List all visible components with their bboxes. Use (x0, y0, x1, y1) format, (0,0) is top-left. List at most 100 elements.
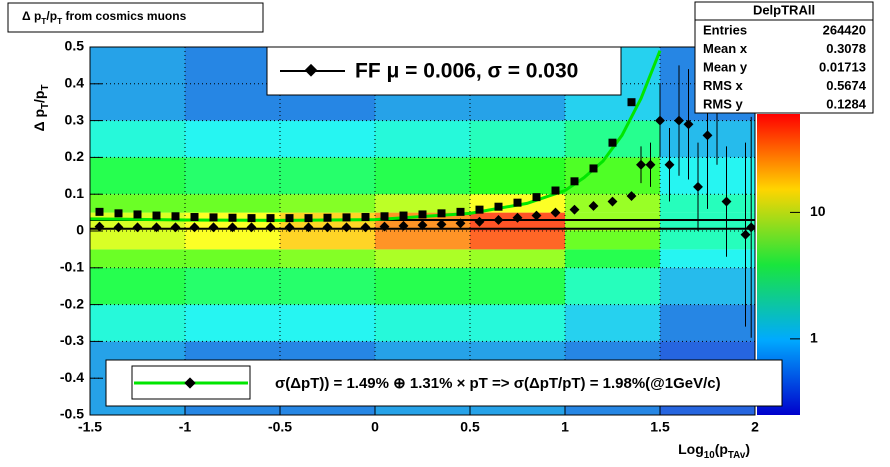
diamond-point (265, 222, 276, 233)
diamond-point (151, 222, 162, 233)
y-tick-label: 0.3 (65, 111, 85, 127)
heat-cell (470, 267, 565, 305)
heat-cell (660, 249, 755, 268)
heat-cell (375, 194, 470, 213)
heat-cell (375, 267, 470, 305)
heat-cell (375, 157, 470, 195)
stats-value: 0.01713 (819, 59, 866, 74)
square-point (304, 214, 313, 223)
x-axis-label: Log10(pTAv) (678, 441, 750, 461)
legend-box (266, 46, 622, 96)
heat-cell (375, 231, 470, 250)
heat-cell (90, 157, 185, 195)
subscript: T (41, 16, 47, 26)
heat-cell (185, 194, 280, 213)
diamond-point (379, 221, 390, 232)
diamond-point (674, 115, 684, 126)
legend-marker (304, 63, 318, 77)
square-point (589, 164, 598, 173)
heat-cell (375, 120, 470, 158)
heat-cell (90, 120, 185, 158)
y-tick-label: -0.2 (60, 295, 84, 311)
x-tick-label: 2 (751, 419, 759, 435)
heat-cell (280, 120, 375, 158)
heat-cell (90, 267, 185, 305)
square-point (456, 207, 465, 216)
diamond-point (569, 204, 580, 215)
square-point (342, 213, 351, 222)
heat-cell (90, 304, 185, 342)
diamond-point (474, 216, 485, 227)
square-point (190, 213, 199, 222)
heat-cell (280, 231, 375, 250)
heat-cell (565, 212, 660, 231)
heat-cell (375, 304, 470, 342)
heat-cell (280, 304, 375, 342)
diamond-point (664, 159, 675, 170)
stats-label: Mean x (703, 41, 748, 56)
diamond-point (417, 220, 428, 231)
diamond-point (693, 181, 703, 192)
square-point (285, 214, 294, 223)
text-part: /p (46, 9, 57, 23)
square-point (114, 209, 123, 218)
square-point (247, 214, 256, 223)
stats-value: 0.5674 (826, 78, 867, 93)
square-point (323, 213, 332, 222)
fit-curve (90, 50, 662, 222)
square-point (380, 212, 389, 221)
diamond-point (284, 222, 295, 233)
stats-box: DelpTRAll Entries 264420 Mean x 0.3078 Mean y… (694, 1, 874, 114)
heat-cell (565, 267, 660, 305)
stats-value: 0.3078 (826, 41, 866, 56)
stats-label: Entries (703, 22, 747, 37)
diamond-point (322, 222, 333, 233)
subscript: TAv (728, 450, 746, 461)
diamond-point (740, 229, 751, 240)
diamond-point (246, 222, 257, 233)
stats-value: 264420 (823, 22, 866, 37)
diamond-point (436, 219, 447, 230)
square-point (475, 205, 484, 214)
x-tick-label: -1.5 (78, 419, 102, 435)
diamond-point (607, 196, 618, 207)
diamond-point (341, 222, 352, 233)
diamond-point (588, 201, 599, 211)
heat-cell (185, 212, 280, 231)
diamond-point (512, 212, 523, 223)
heat-cell (185, 47, 280, 121)
y-axis-label: Δ pT/pT (31, 85, 51, 132)
y-tick-label: 0.1 (65, 185, 85, 201)
diamond-point (227, 222, 238, 233)
y-tick-label: 0.5 (65, 38, 85, 54)
text-part: ) (745, 441, 750, 457)
y-tick-label: -0.3 (60, 332, 84, 348)
diamond-point (94, 221, 105, 232)
diamond-point (645, 159, 656, 170)
x-tick-label: 1 (561, 419, 569, 435)
heat-cell (90, 249, 185, 268)
diamond-point (208, 222, 219, 233)
diamond-point (702, 130, 713, 141)
heat-cell (185, 120, 280, 158)
square-point (209, 213, 218, 222)
y-tick-label: -0.1 (60, 259, 84, 275)
heat-cell (660, 212, 755, 231)
y-tick-label: 0.2 (65, 148, 85, 164)
y-tick-label: -0.5 (60, 406, 84, 422)
subscript: T (40, 103, 51, 109)
x-tick-label: -1 (179, 419, 192, 435)
x-tick-label: -0.5 (268, 419, 292, 435)
heat-cell (565, 157, 660, 195)
heat-cell (470, 231, 565, 250)
diamond-point (189, 222, 200, 233)
heat-cell (90, 212, 185, 231)
square-point (551, 186, 560, 195)
square-point (437, 209, 446, 218)
square-point (494, 202, 503, 211)
x-tick-label: 0 (371, 419, 379, 435)
diamond-point (746, 222, 755, 233)
heat-cell (565, 231, 660, 250)
